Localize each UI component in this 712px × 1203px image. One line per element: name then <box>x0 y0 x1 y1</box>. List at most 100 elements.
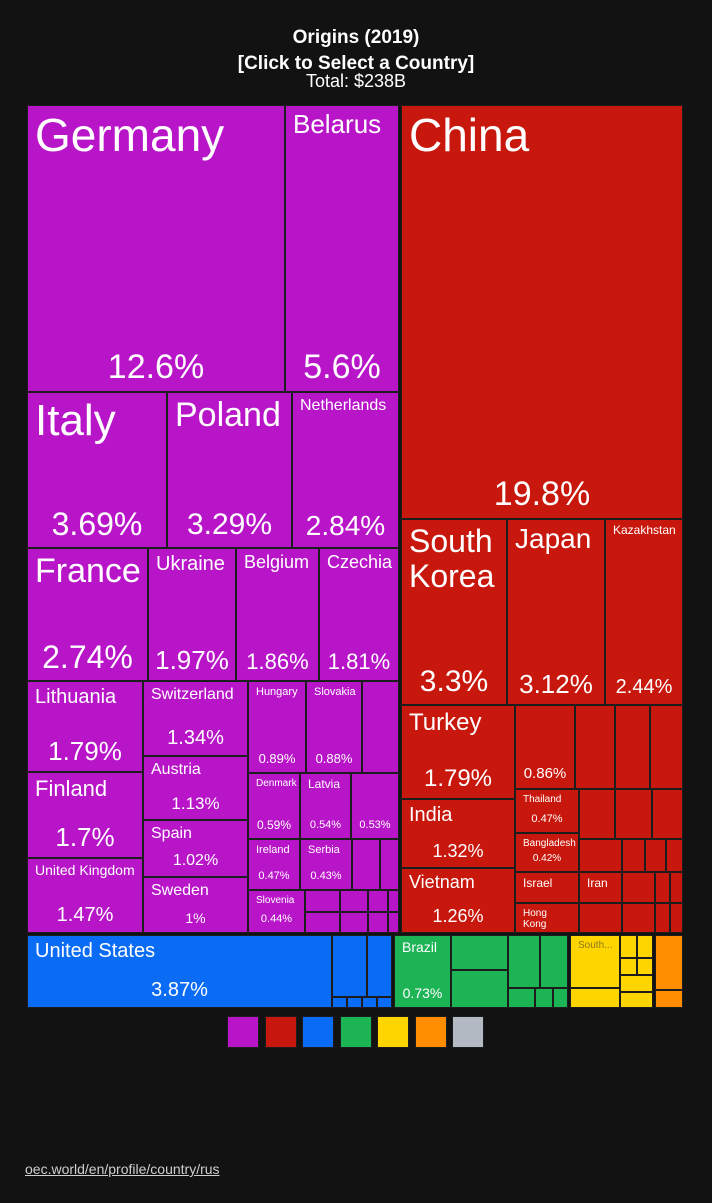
treemap-tile[interactable]: Belarus 5.6% <box>285 105 399 392</box>
small-tile[interactable] <box>362 997 377 1008</box>
treemap-tile[interactable]: Italy 3.69% <box>27 392 167 548</box>
small-tile[interactable] <box>579 789 615 839</box>
treemap-tile[interactable]: 0.86% <box>515 705 575 789</box>
treemap-tile[interactable]: Kazakhstan 2.44% <box>605 519 683 705</box>
small-tile[interactable] <box>622 872 655 903</box>
small-tile[interactable] <box>579 903 622 933</box>
treemap-tile[interactable]: Denmark 0.59% <box>248 773 300 839</box>
small-tile[interactable] <box>540 935 568 988</box>
small-tile[interactable] <box>388 912 399 933</box>
small-tile[interactable] <box>670 903 683 933</box>
treemap-tile[interactable]: Czechia 1.81% <box>319 548 399 681</box>
small-tile[interactable] <box>535 988 553 1008</box>
small-tile[interactable] <box>570 988 620 1008</box>
legend-swatch[interactable] <box>414 1016 447 1048</box>
tile-label: Bangladesh <box>523 838 576 849</box>
small-tile[interactable] <box>352 839 380 890</box>
treemap-tile[interactable]: Hong Kong <box>515 903 579 933</box>
small-tile[interactable] <box>655 990 683 1008</box>
small-tile[interactable] <box>368 912 388 933</box>
treemap-tile[interactable]: Serbia 0.43% <box>300 839 352 890</box>
treemap-tile[interactable]: Germany 12.6% <box>27 105 285 392</box>
treemap-tile[interactable]: Slovenia 0.44% <box>248 890 305 933</box>
treemap-tile[interactable]: Brazil 0.73% <box>394 935 451 1008</box>
treemap-tile[interactable]: Switzerland 1.34% <box>143 681 248 756</box>
treemap-tile[interactable]: China 19.8% <box>401 105 683 519</box>
treemap-tile[interactable]: South Korea 3.3% <box>401 519 507 705</box>
treemap-tile[interactable]: Sweden 1% <box>143 877 248 933</box>
small-tile[interactable] <box>620 992 653 1008</box>
treemap-tile[interactable]: Slovakia 0.88% <box>306 681 362 773</box>
small-tile[interactable] <box>652 789 683 839</box>
small-tile[interactable] <box>451 970 508 1008</box>
legend-swatch[interactable] <box>452 1016 484 1048</box>
small-tile[interactable] <box>620 935 637 958</box>
treemap-tile[interactable]: Ireland 0.47% <box>248 839 300 890</box>
small-tile[interactable] <box>380 839 399 890</box>
small-tile[interactable] <box>666 839 683 872</box>
treemap-tile[interactable]: Ukraine 1.97% <box>148 548 236 681</box>
small-tile[interactable] <box>620 975 653 992</box>
small-tile[interactable] <box>655 935 683 990</box>
treemap-tile[interactable]: Spain 1.02% <box>143 820 248 877</box>
small-tile[interactable] <box>655 903 670 933</box>
small-tile[interactable] <box>579 839 622 872</box>
small-tile[interactable] <box>332 997 347 1008</box>
small-tile[interactable] <box>615 789 652 839</box>
small-tile[interactable] <box>622 839 645 872</box>
small-tile[interactable] <box>553 988 568 1008</box>
treemap-tile[interactable]: Lithuania 1.79% <box>27 681 143 772</box>
treemap-tile[interactable]: South... <box>570 935 620 988</box>
treemap-tile[interactable]: Iran <box>579 872 622 903</box>
small-tile[interactable] <box>332 935 367 997</box>
small-tile[interactable] <box>650 705 683 789</box>
treemap-tile[interactable]: Netherlands 2.84% <box>292 392 399 548</box>
small-tile[interactable] <box>305 890 340 912</box>
small-tile[interactable] <box>368 890 388 912</box>
small-tile[interactable] <box>451 935 508 970</box>
treemap-tile[interactable]: India 1.32% <box>401 799 515 868</box>
treemap-tile[interactable]: Japan 3.12% <box>507 519 605 705</box>
treemap-tile[interactable]: Turkey 1.79% <box>401 705 515 799</box>
treemap-tile[interactable]: Latvia 0.54% <box>300 773 351 839</box>
treemap-tile[interactable]: 0.53% <box>351 773 399 839</box>
treemap-tile[interactable]: France 2.74% <box>27 548 148 681</box>
small-tile[interactable] <box>377 997 392 1008</box>
legend-swatch[interactable] <box>377 1016 409 1048</box>
treemap-tile[interactable]: Austria 1.13% <box>143 756 248 820</box>
small-tile[interactable] <box>670 872 683 903</box>
small-tile[interactable] <box>615 705 650 789</box>
legend-swatch[interactable] <box>339 1016 372 1048</box>
treemap-tile[interactable]: Bangladesh 0.42% <box>515 833 579 872</box>
source-link[interactable]: oec.world/en/profile/country/rus <box>25 1161 220 1177</box>
treemap-tile[interactable]: Belgium 1.86% <box>236 548 319 681</box>
legend-swatch[interactable] <box>227 1016 259 1048</box>
treemap-tile[interactable]: Israel <box>515 872 579 903</box>
legend-swatch[interactable] <box>264 1016 297 1048</box>
small-tile[interactable] <box>637 958 653 975</box>
treemap-tile[interactable]: Hungary 0.89% <box>248 681 306 773</box>
small-tile[interactable] <box>622 903 655 933</box>
small-tile[interactable] <box>362 681 399 773</box>
treemap-tile[interactable]: Finland 1.7% <box>27 772 143 858</box>
treemap-tile[interactable]: Vietnam 1.26% <box>401 868 515 933</box>
legend-swatch[interactable] <box>302 1016 334 1048</box>
small-tile[interactable] <box>340 890 368 912</box>
small-tile[interactable] <box>305 912 340 933</box>
small-tile[interactable] <box>367 935 392 997</box>
small-tile[interactable] <box>340 912 368 933</box>
small-tile[interactable] <box>508 935 540 988</box>
treemap-tile[interactable]: United Kingdom 1.47% <box>27 858 143 933</box>
small-tile[interactable] <box>388 890 399 912</box>
treemap-tile[interactable]: Thailand 0.47% <box>515 789 579 833</box>
chart-subtitle[interactable]: [Click to Select a Country] <box>237 53 475 74</box>
treemap-tile[interactable]: United States 3.87% <box>27 935 332 1008</box>
small-tile[interactable] <box>645 839 666 872</box>
small-tile[interactable] <box>347 997 362 1008</box>
small-tile[interactable] <box>620 958 637 975</box>
small-tile[interactable] <box>575 705 615 789</box>
small-tile[interactable] <box>637 935 653 958</box>
small-tile[interactable] <box>655 872 670 903</box>
small-tile[interactable] <box>508 988 535 1008</box>
treemap-tile[interactable]: Poland 3.29% <box>167 392 292 548</box>
